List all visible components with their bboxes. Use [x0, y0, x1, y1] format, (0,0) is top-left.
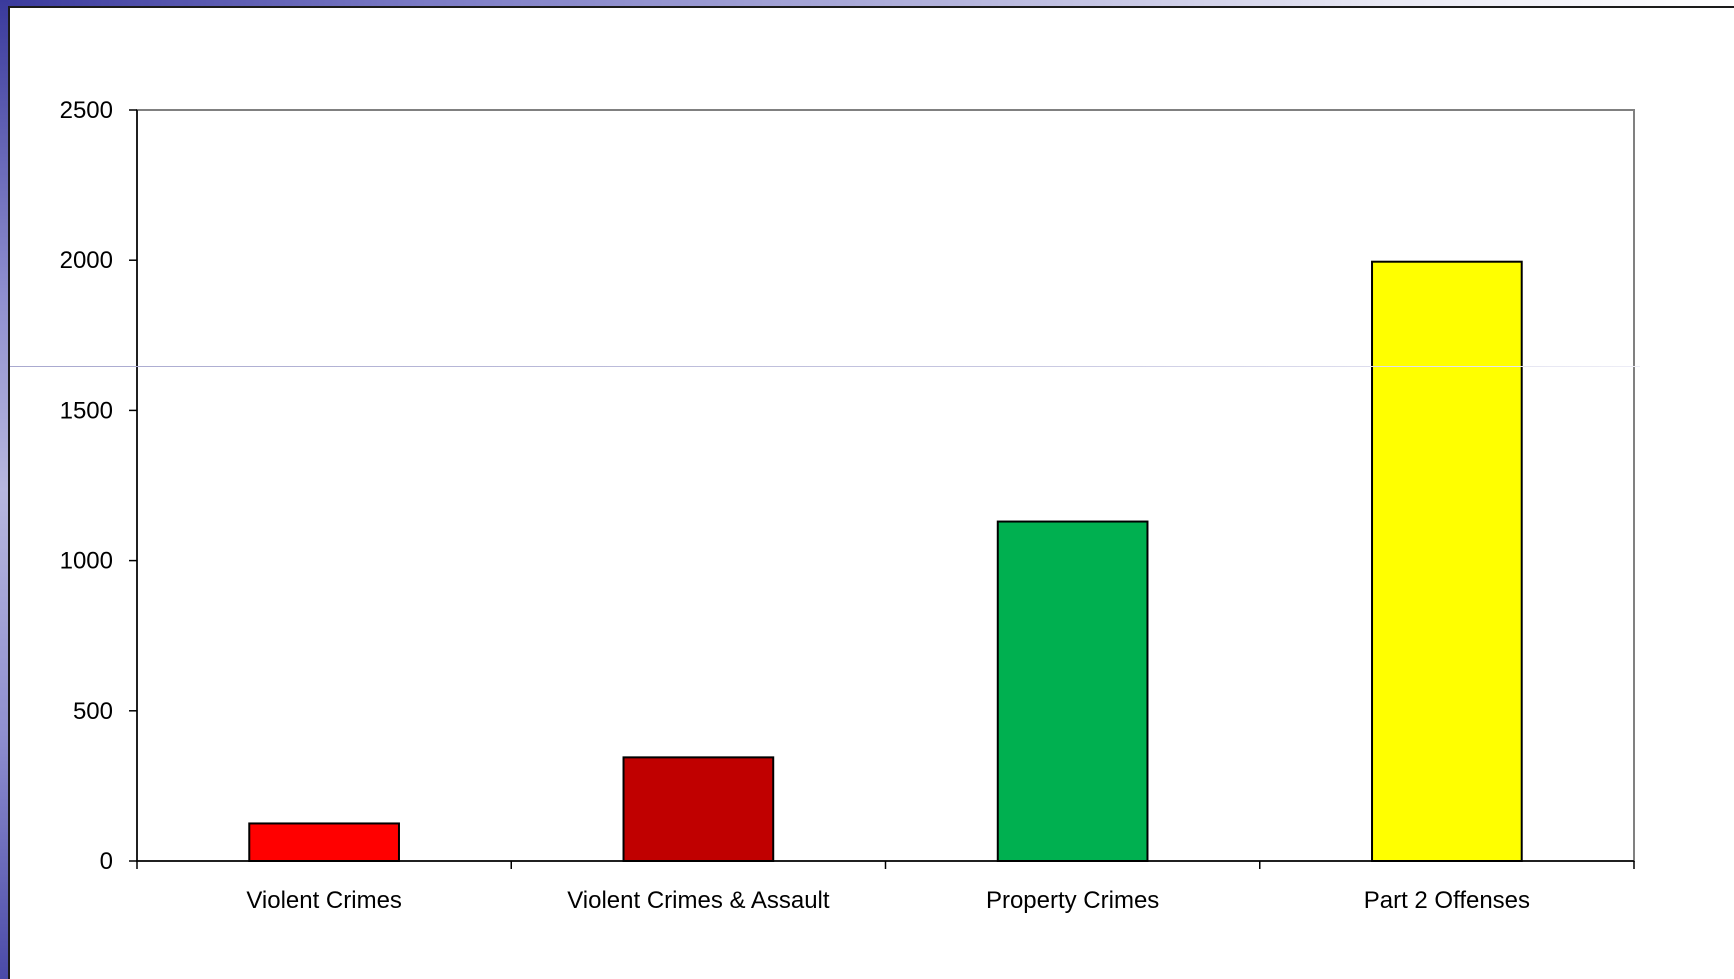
x-axis: Violent Crimes Violent Crimes & Assault Pr… — [136, 860, 1635, 914]
bar-violent-crimes — [248, 822, 400, 863]
y-tick-label: 0 — [100, 848, 113, 875]
slide-left-border-line — [8, 6, 10, 979]
x-category-label: Violent Crimes & Assault — [567, 887, 830, 914]
y-tick-label: 2000 — [60, 247, 113, 274]
x-category-label: Part 2 Offenses — [1364, 887, 1530, 914]
slide-top-accent-bar — [0, 0, 1734, 6]
y-tick-label: 2500 — [60, 97, 113, 124]
x-category-label: Property Crimes — [986, 887, 1159, 914]
slide-top-border-line — [8, 6, 1734, 8]
bar-property-crimes — [996, 520, 1149, 862]
slide-decorative-hairline — [10, 366, 1640, 367]
bar-violent-crimes-assault — [622, 756, 775, 862]
bars-group — [248, 260, 1523, 863]
bar-part-2-offenses — [1371, 260, 1523, 862]
y-tick-label: 500 — [73, 698, 113, 725]
slide-left-accent-bar — [0, 0, 8, 979]
y-tick-label: 1500 — [60, 397, 113, 424]
x-category-label: Violent Crimes — [246, 887, 402, 914]
y-tick-label: 1000 — [60, 548, 113, 575]
y-axis: 0 500 1000 1500 2000 2500 — [60, 97, 138, 875]
